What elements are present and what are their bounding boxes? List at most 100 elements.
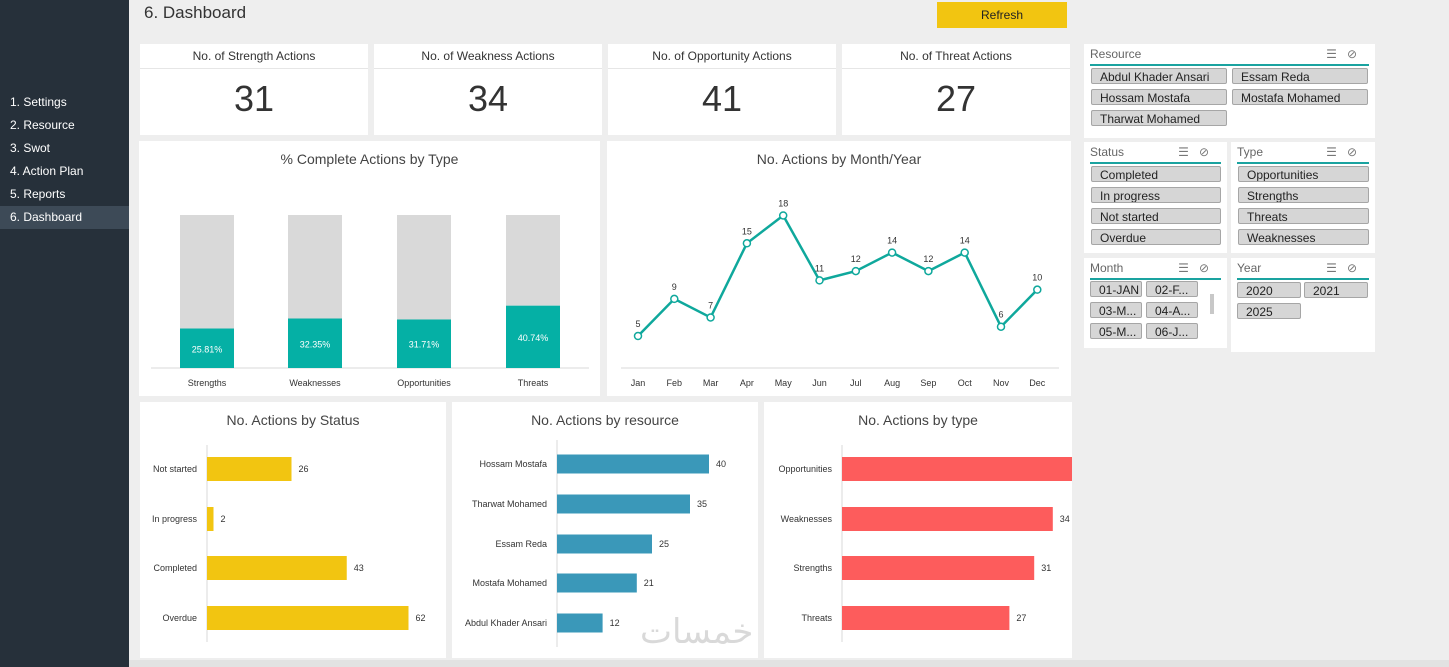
tick-label: Weaknesses <box>781 514 833 524</box>
slicer-chip[interactable]: Abdul Khader Ansari <box>1091 68 1227 84</box>
slicer-chip[interactable]: Essam Reda <box>1232 68 1368 84</box>
slicer-chip[interactable]: 01-JAN <box>1090 281 1142 297</box>
chart-actions-by-status: No. Actions by Status Not started 26 In pr… <box>140 402 446 658</box>
chart-title: No. Actions by resource <box>531 412 679 428</box>
slicer-chip[interactable]: 2020 <box>1237 282 1301 298</box>
multi-select-icon[interactable]: ☰ <box>1326 47 1347 61</box>
slicer-chip[interactable]: Not started <box>1091 208 1221 224</box>
data-label: 43 <box>354 563 364 573</box>
chart-month-svg: 5 Jan 9 Feb 7 Mar 15 Apr 18 May 11 Jun 12 Jul 14 Aug 12 S… <box>621 198 1059 388</box>
slicer-tools: ☰⊘ <box>1326 145 1367 159</box>
slicer-chip[interactable]: 02-F... <box>1146 281 1198 297</box>
clear-filter-icon[interactable]: ⊘ <box>1346 261 1367 275</box>
tick-label: Abdul Khader Ansari <box>465 618 547 628</box>
tick-label: Feb <box>667 378 683 388</box>
clear-filter-icon[interactable]: ⊘ <box>1346 47 1367 61</box>
tick-label: Completed <box>153 563 197 573</box>
data-label: 7 <box>708 300 713 310</box>
tick-label: Nov <box>993 378 1010 388</box>
data-label: 34 <box>1060 514 1070 524</box>
data-point <box>851 266 861 276</box>
data-label: 26 <box>299 464 309 474</box>
sidebar: 1. Settings 2. Resource 3. Swot 4. Actio… <box>0 0 129 667</box>
tick-label: May <box>775 378 793 388</box>
sidebar-item-settings[interactable]: 1. Settings <box>10 95 67 109</box>
slicer-chip[interactable]: Weaknesses <box>1238 229 1369 245</box>
slicer-divider <box>1237 162 1369 164</box>
multi-select-icon[interactable]: ☰ <box>1178 261 1199 275</box>
multi-select-icon[interactable]: ☰ <box>1326 145 1347 159</box>
data-label: 40 <box>716 459 726 469</box>
tick-label: Threats <box>518 378 549 388</box>
data-point <box>996 322 1006 331</box>
kpi-card-weakness: No. of Weakness Actions 34 <box>374 44 602 135</box>
sidebar-item-swot[interactable]: 3. Swot <box>10 141 51 155</box>
data-label: 14 <box>960 236 970 246</box>
chart-actions-by-month: No. Actions by Month/Year 5 Jan 9 Feb 7 Mar 15… <box>607 141 1071 396</box>
bar <box>557 534 652 554</box>
slicer-scrollbar[interactable] <box>1210 294 1214 314</box>
chart-actions-by-type: No. Actions by type Opportunities41Weakn… <box>764 402 1072 658</box>
slicer-type: Type ☰⊘ Opportunities Strengths Threats … <box>1231 142 1375 253</box>
slicer-tools: ☰⊘ <box>1178 145 1219 159</box>
tick-label: Apr <box>740 378 754 388</box>
slicer-divider <box>1237 278 1369 280</box>
data-label: 31 <box>1041 563 1051 573</box>
data-label: 18 <box>778 198 788 208</box>
bar-complete <box>506 305 560 368</box>
data-label: 12 <box>923 254 933 264</box>
chart-actions-by-resource: No. Actions by resource Hossam Mostafa 40… <box>452 402 758 658</box>
chart-complete-by-type: % Complete Actions by Type 25.81% Strengt… <box>139 141 600 396</box>
slicer-chip[interactable]: 2025 <box>1237 303 1301 319</box>
tick-label: Overdue <box>162 613 197 623</box>
slicer-tools: ☰⊘ <box>1178 261 1219 275</box>
data-label: 9 <box>672 282 677 292</box>
slicer-chip[interactable]: Opportunities <box>1238 166 1369 182</box>
refresh-button[interactable]: Refresh <box>937 2 1067 28</box>
slicer-chip[interactable]: Hossam Mostafa <box>1091 89 1227 105</box>
data-point <box>742 239 752 248</box>
slicer-chip[interactable]: Strengths <box>1238 187 1369 203</box>
bar-remainder <box>180 215 234 329</box>
slicer-chip[interactable]: Completed <box>1091 166 1221 182</box>
bar <box>207 457 292 481</box>
multi-select-icon[interactable]: ☰ <box>1178 145 1199 159</box>
bar <box>842 606 1010 630</box>
data-label: 27 <box>1016 613 1026 623</box>
slicer-divider <box>1090 278 1221 280</box>
tick-label: Dec <box>1029 378 1046 388</box>
clear-filter-icon[interactable]: ⊘ <box>1198 145 1219 159</box>
slicer-header: Type <box>1237 145 1264 159</box>
slicer-chip[interactable]: Tharwat Mohamed <box>1091 110 1227 126</box>
data-label: 40.74% <box>518 333 549 343</box>
slicer-chip[interactable]: 04-A... <box>1146 302 1198 318</box>
slicer-chip[interactable]: 06-J... <box>1146 323 1198 339</box>
slicer-chip[interactable]: 05-M... <box>1090 323 1142 339</box>
slicer-chip[interactable]: 03-M... <box>1090 302 1142 318</box>
slicer-chip[interactable]: Mostafa Mohamed <box>1232 89 1368 105</box>
clear-filter-icon[interactable]: ⊘ <box>1198 261 1219 275</box>
bar-complete <box>397 319 451 368</box>
series-line <box>637 213 1039 337</box>
sidebar-item-resource[interactable]: 2. Resource <box>10 118 75 132</box>
sidebar-item-reports[interactable]: 5. Reports <box>10 187 66 201</box>
slicer-tools: ☰⊘ <box>1326 47 1367 61</box>
sidebar-item-dashboard[interactable]: 6. Dashboard <box>0 206 129 229</box>
slicer-chip[interactable]: Overdue <box>1091 229 1221 245</box>
sidebar-item-action-plan[interactable]: 4. Action Plan <box>10 164 84 178</box>
tick-label: Strengths <box>188 378 227 388</box>
tick-label: Threats <box>801 613 832 623</box>
tick-label: Hossam Mostafa <box>479 459 547 469</box>
bar <box>207 507 214 531</box>
tick-label: Opportunities <box>778 464 832 474</box>
slicer-tools: ☰⊘ <box>1326 261 1367 275</box>
data-point <box>1033 285 1042 294</box>
multi-select-icon[interactable]: ☰ <box>1326 261 1347 275</box>
slicer-chip[interactable]: In progress <box>1091 187 1221 203</box>
tick-label: In progress <box>152 514 198 524</box>
clear-filter-icon[interactable]: ⊘ <box>1346 145 1367 159</box>
slicer-chip[interactable]: 2021 <box>1304 282 1368 298</box>
slicer-month: Month ☰⊘ 01-JAN 02-F... 03-M... 04-A... … <box>1084 258 1227 348</box>
slicer-chip[interactable]: Threats <box>1238 208 1369 224</box>
data-point <box>815 276 824 285</box>
